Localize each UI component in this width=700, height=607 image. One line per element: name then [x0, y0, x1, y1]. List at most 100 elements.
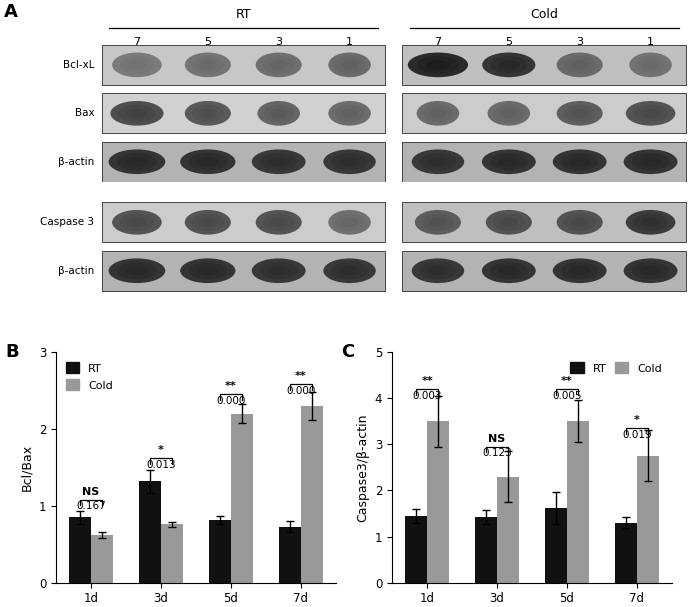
- Text: 0.167: 0.167: [76, 501, 106, 512]
- Bar: [139, 481, 161, 583]
- Ellipse shape: [419, 262, 456, 279]
- Ellipse shape: [487, 101, 530, 126]
- Ellipse shape: [125, 266, 148, 276]
- Bar: [102, 45, 385, 85]
- Ellipse shape: [408, 53, 468, 77]
- Y-axis label: Bcl/Bax: Bcl/Bax: [20, 444, 33, 491]
- Ellipse shape: [500, 109, 517, 118]
- Text: 0.000: 0.000: [216, 396, 246, 406]
- Bar: [301, 406, 323, 583]
- Ellipse shape: [428, 266, 449, 276]
- Ellipse shape: [640, 157, 662, 167]
- Ellipse shape: [192, 104, 224, 122]
- Bar: [231, 413, 253, 583]
- Ellipse shape: [634, 104, 668, 122]
- Ellipse shape: [185, 101, 231, 126]
- Ellipse shape: [419, 153, 456, 171]
- Ellipse shape: [634, 214, 668, 231]
- Text: NS: NS: [83, 487, 99, 497]
- Ellipse shape: [428, 157, 449, 167]
- Ellipse shape: [570, 60, 589, 70]
- Bar: [402, 93, 686, 133]
- Ellipse shape: [199, 109, 217, 118]
- Text: Cold: Cold: [531, 8, 558, 21]
- Text: *: *: [634, 415, 640, 426]
- Ellipse shape: [423, 104, 453, 122]
- Ellipse shape: [626, 101, 676, 126]
- Ellipse shape: [624, 259, 678, 283]
- Bar: [102, 202, 385, 242]
- Ellipse shape: [564, 56, 596, 73]
- Ellipse shape: [268, 266, 290, 276]
- Ellipse shape: [412, 149, 464, 174]
- Ellipse shape: [185, 53, 231, 77]
- Ellipse shape: [631, 153, 669, 171]
- Ellipse shape: [180, 259, 235, 283]
- Ellipse shape: [341, 109, 358, 118]
- Ellipse shape: [258, 101, 300, 126]
- Ellipse shape: [192, 214, 224, 231]
- Ellipse shape: [339, 266, 360, 276]
- Ellipse shape: [108, 149, 165, 174]
- Ellipse shape: [270, 217, 288, 227]
- Bar: [91, 535, 113, 583]
- Ellipse shape: [629, 53, 672, 77]
- Text: 0.000: 0.000: [286, 386, 316, 396]
- Legend: RT, Cold: RT, Cold: [566, 358, 666, 378]
- Ellipse shape: [498, 266, 519, 276]
- Text: Bax: Bax: [75, 108, 94, 118]
- Ellipse shape: [561, 153, 598, 171]
- Bar: [69, 517, 91, 583]
- Ellipse shape: [127, 60, 147, 70]
- Bar: [475, 517, 497, 583]
- Ellipse shape: [415, 210, 461, 235]
- Text: 1: 1: [647, 36, 654, 47]
- Ellipse shape: [493, 214, 525, 231]
- Text: β-actin: β-actin: [58, 157, 94, 167]
- Bar: [545, 508, 567, 583]
- Ellipse shape: [416, 101, 459, 126]
- Ellipse shape: [127, 217, 147, 227]
- Ellipse shape: [264, 104, 293, 122]
- Bar: [402, 142, 686, 181]
- Ellipse shape: [335, 214, 365, 231]
- Bar: [402, 45, 686, 85]
- Text: *: *: [158, 446, 164, 455]
- Ellipse shape: [422, 214, 454, 231]
- Ellipse shape: [482, 53, 536, 77]
- Ellipse shape: [553, 259, 607, 283]
- Ellipse shape: [197, 157, 219, 167]
- Text: 7: 7: [435, 36, 442, 47]
- Ellipse shape: [117, 153, 157, 171]
- Text: 0.123: 0.123: [482, 449, 512, 458]
- Ellipse shape: [323, 149, 376, 174]
- Bar: [615, 523, 637, 583]
- Ellipse shape: [199, 217, 217, 227]
- Ellipse shape: [112, 53, 162, 77]
- Ellipse shape: [426, 60, 450, 70]
- Text: 5: 5: [505, 36, 512, 47]
- Text: **: **: [561, 376, 573, 386]
- Text: **: **: [225, 381, 237, 392]
- Bar: [497, 476, 519, 583]
- Text: 3: 3: [576, 36, 583, 47]
- Ellipse shape: [111, 101, 164, 126]
- Ellipse shape: [328, 210, 371, 235]
- Ellipse shape: [341, 217, 358, 227]
- Ellipse shape: [268, 157, 290, 167]
- Ellipse shape: [556, 210, 603, 235]
- Text: β-actin: β-actin: [58, 266, 94, 276]
- Ellipse shape: [482, 259, 536, 283]
- Ellipse shape: [417, 56, 459, 73]
- Ellipse shape: [498, 157, 519, 167]
- Bar: [637, 456, 659, 583]
- Ellipse shape: [328, 53, 371, 77]
- Ellipse shape: [429, 109, 447, 118]
- Ellipse shape: [556, 101, 603, 126]
- Ellipse shape: [640, 109, 661, 118]
- Text: 1: 1: [346, 36, 353, 47]
- Text: Caspase 3: Caspase 3: [41, 217, 94, 227]
- Ellipse shape: [331, 153, 368, 171]
- Ellipse shape: [636, 56, 666, 73]
- Ellipse shape: [270, 109, 287, 118]
